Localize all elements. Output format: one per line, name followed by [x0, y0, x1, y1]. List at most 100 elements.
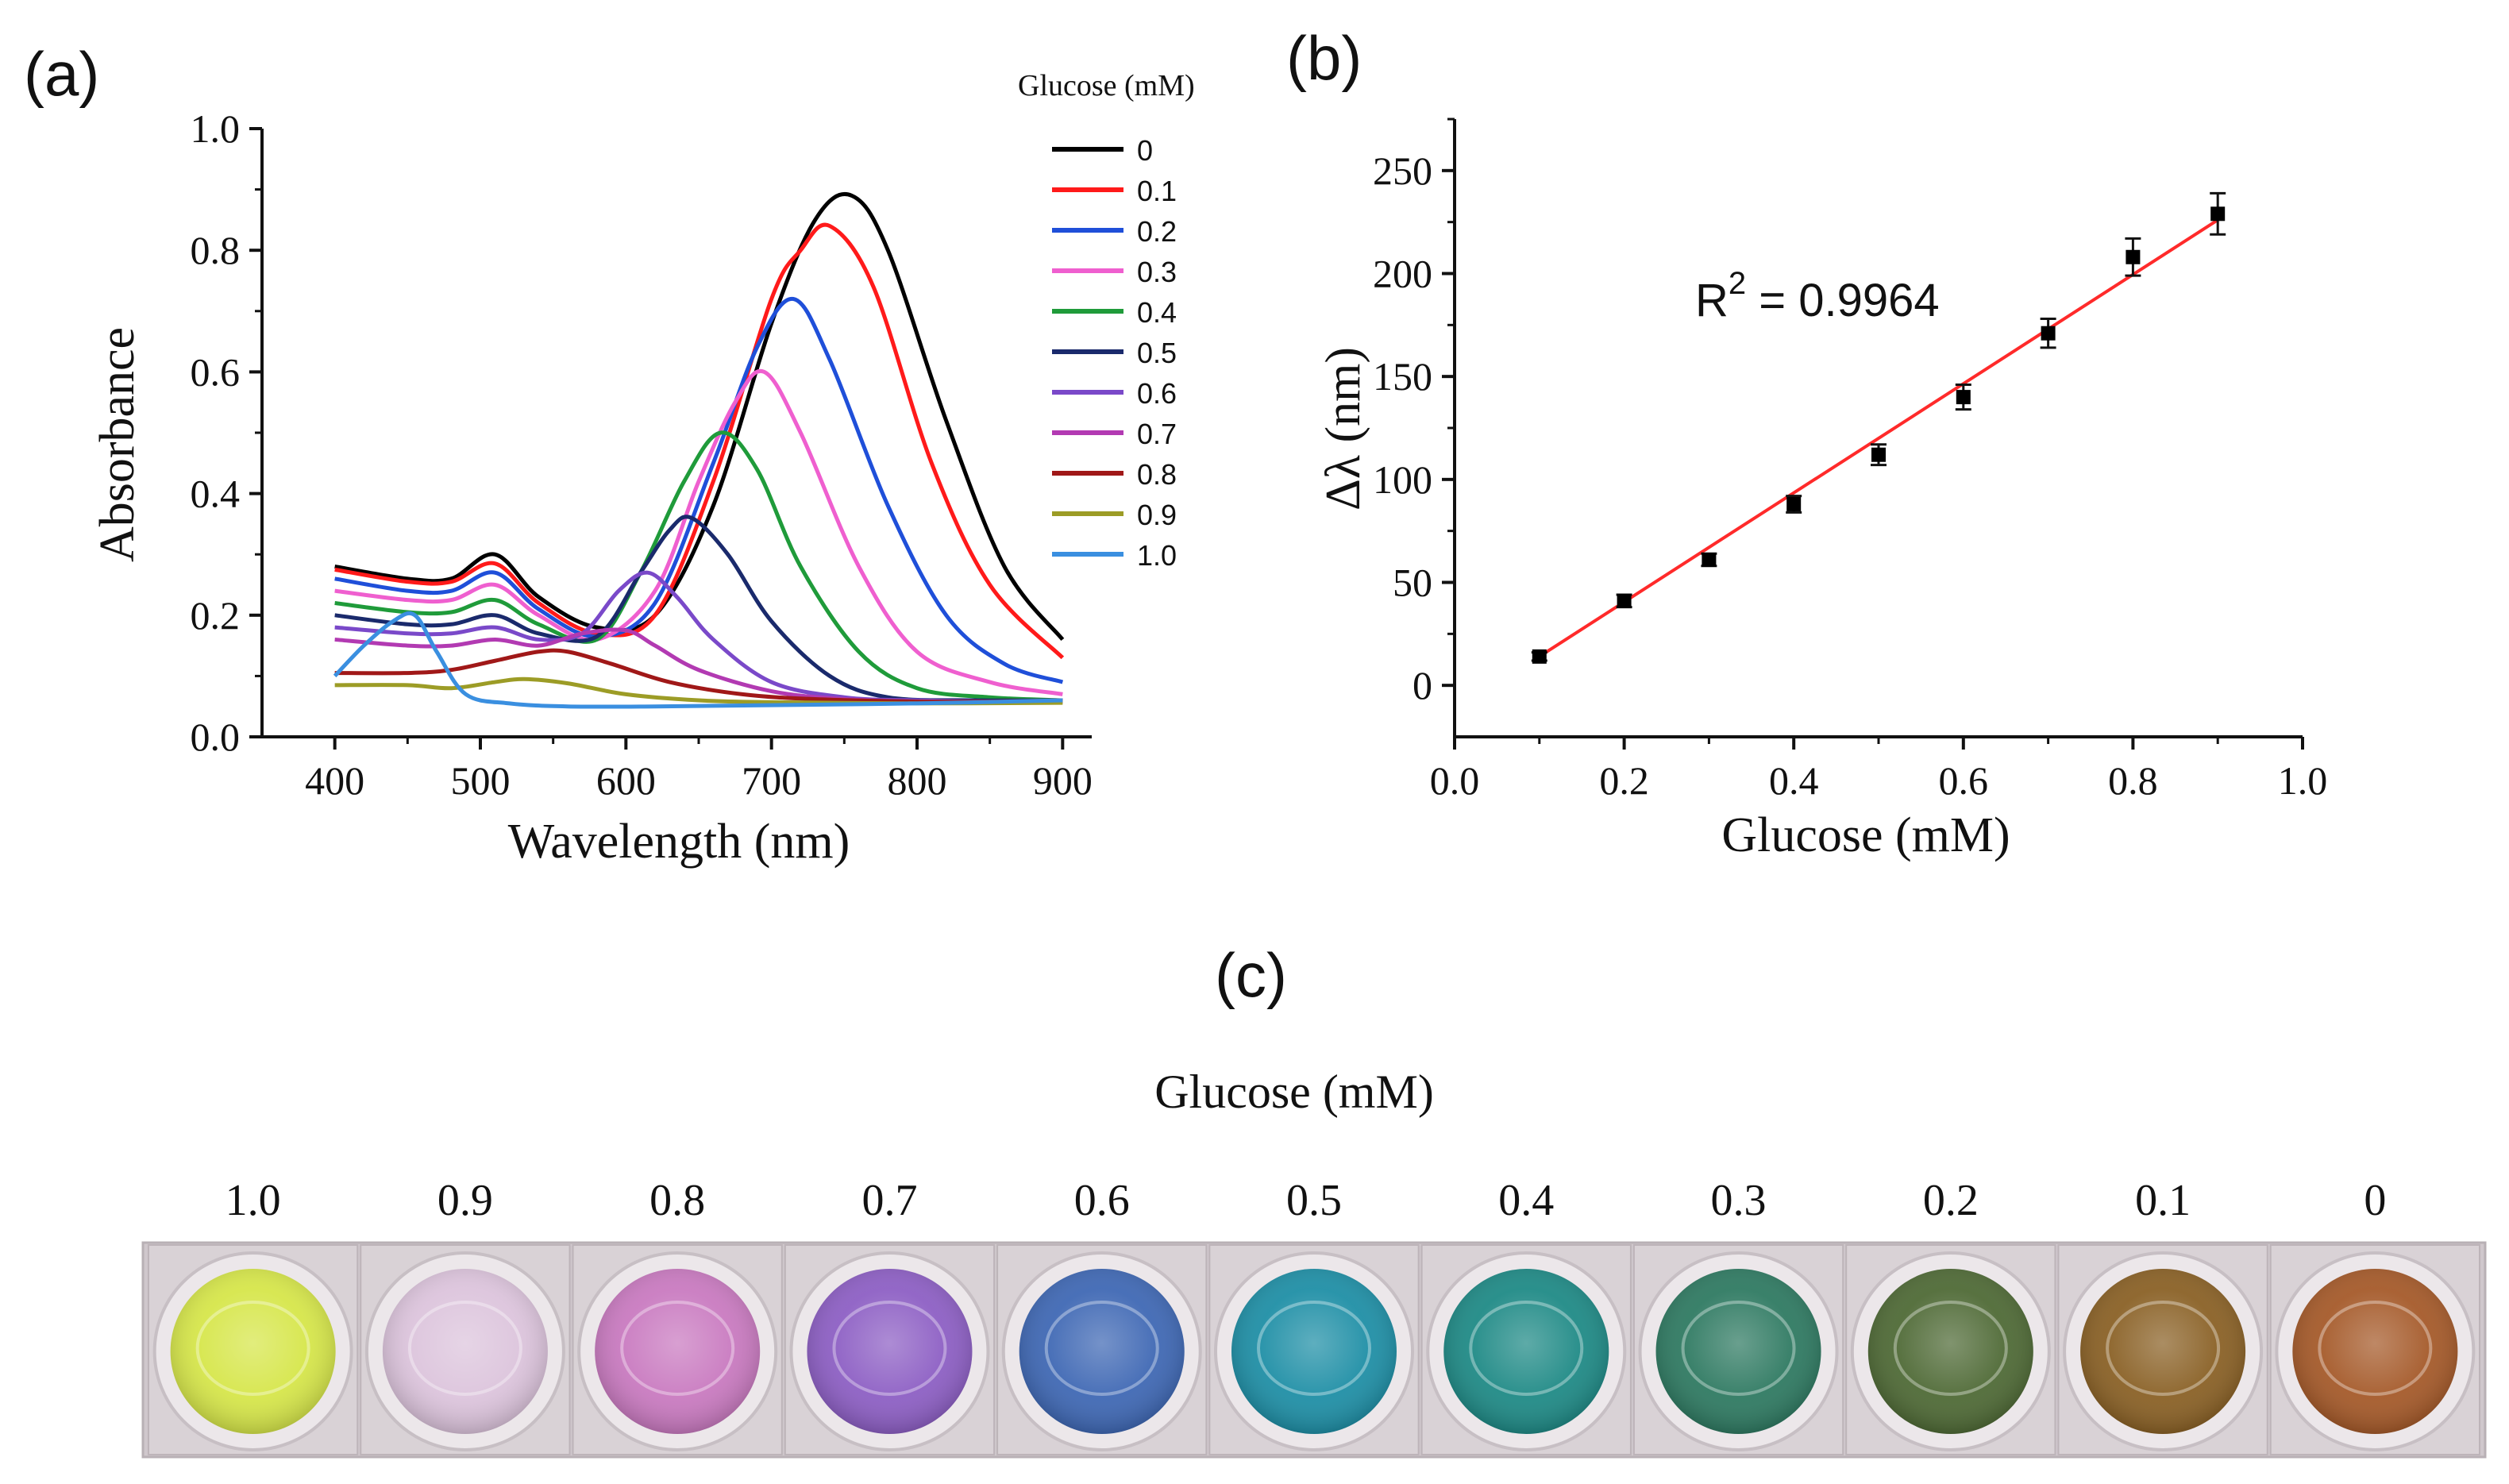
spectra-legend: 0 0.1 0.2 0.3 0.4 0.5 0.6 0.7 0.8 0.9 1.0 — [1052, 134, 1177, 572]
well-label: 0.8 — [649, 1176, 705, 1225]
spectra-y-axis-label: Absorbance — [91, 327, 145, 562]
well-reflection — [1044, 1301, 1159, 1396]
legend-label-1-0: 1.0 — [1137, 539, 1177, 572]
legend-label-0-2: 0.2 — [1137, 215, 1177, 248]
well-shine — [2080, 1269, 2246, 1434]
calibration-x-tick-label: 1.0 — [2278, 758, 2328, 803]
spectrum-series-0-2 — [334, 296, 1064, 684]
spectrum-series-0-5 — [334, 515, 1063, 703]
well-shine — [1867, 1269, 2033, 1434]
well-label: 1.0 — [225, 1176, 281, 1225]
well-label: 0.3 — [1711, 1176, 1767, 1225]
well-label: 0.1 — [2135, 1176, 2191, 1225]
well-shine — [1231, 1269, 1397, 1434]
spectra-series — [333, 191, 1065, 709]
spectra-y-tick-label: 0.8 — [191, 228, 241, 272]
well-shine — [382, 1269, 548, 1434]
legend-label-0-5: 0.5 — [1137, 337, 1177, 369]
spectra-x-tick-label: 700 — [742, 758, 801, 803]
well-reflection — [1893, 1301, 2008, 1396]
well-label: 0.4 — [1498, 1176, 1554, 1225]
well-reflection — [1257, 1301, 1371, 1396]
data-point — [2126, 249, 2141, 264]
well-label: 0 — [2364, 1176, 2386, 1225]
spectra-y-tick-label: 1.0 — [191, 106, 241, 151]
spectra-y-tick-label: 0.6 — [191, 349, 241, 394]
legend-label-0-6: 0.6 — [1137, 377, 1177, 410]
well-label: 0.9 — [437, 1176, 493, 1225]
data-point — [2210, 206, 2226, 222]
calibration-x-tick-label: 0.6 — [1939, 758, 1989, 803]
panel-label-b: (b) — [1286, 23, 1362, 93]
well-shine — [1019, 1269, 1185, 1434]
calibration-x-axis-label: Glucose (mM) — [1721, 808, 2010, 862]
spectrum-series-0 — [334, 191, 1065, 642]
spectra-y-tick-label: 0.2 — [191, 593, 241, 638]
calibration-x-tick-label: 0.8 — [2108, 758, 2158, 803]
calibration-fit — [1538, 218, 2219, 658]
r-squared-value: = 0.9964 — [1746, 275, 1940, 326]
legend-label-0-8: 0.8 — [1137, 458, 1177, 491]
well-reflection — [407, 1301, 522, 1396]
well-photo: Glucose (mM) 1.0 0.9 0.8 0.7 0.6 0.5 0.4 0.3 0.2… — [141, 1066, 2487, 1459]
spectrum-series-0-4 — [334, 430, 1063, 703]
photo-title: Glucose (mM) — [1154, 1066, 1434, 1118]
calibration-x-tick-label: 0.2 — [1599, 758, 1649, 803]
r-squared-base: R — [1695, 275, 1729, 326]
r-squared-sup: 2 — [1729, 266, 1746, 301]
calibration-y-axis-label: Δλ (nm) — [1316, 347, 1370, 511]
spectra-chart: 400 500 600 700 800 900 0.0 0.2 0.4 0.6 0.8 1.0 0 0.… — [91, 69, 1195, 869]
well-shine — [595, 1269, 761, 1434]
well-shine — [170, 1269, 336, 1434]
data-point — [1532, 649, 1547, 664]
wells: 1.0 0.9 0.8 0.7 0.6 0.5 0.4 0.3 0.2 0.1 0 — [148, 1176, 2481, 1455]
spectrum-series-1-0 — [333, 611, 1063, 709]
well-shine — [1655, 1269, 1821, 1434]
legend-label-0-9: 0.9 — [1137, 499, 1177, 531]
spectrum-series-0-3 — [334, 368, 1063, 696]
data-point — [1956, 390, 1971, 405]
well-shine — [1443, 1269, 1609, 1434]
calibration-y-tick-label: 50 — [1393, 561, 1432, 605]
well-reflection — [2318, 1301, 2433, 1396]
calibration-x-tick-label: 0.4 — [1769, 758, 1819, 803]
legend-label-0: 0 — [1137, 134, 1153, 167]
spectra-x-tick-label: 600 — [596, 758, 656, 803]
well-reflection — [2106, 1301, 2221, 1396]
spectra-x-tick-label: 400 — [305, 758, 364, 803]
calibration-y-tick-label: 100 — [1373, 457, 1432, 502]
spectra-x-axis-label: Wavelength (nm) — [508, 815, 850, 869]
well-shine — [807, 1269, 973, 1434]
spectra-x-tick-label: 900 — [1033, 758, 1093, 803]
calibration-y-tick-label: 150 — [1373, 354, 1432, 399]
panel-label-c: (c) — [1215, 940, 1287, 1010]
calibration-points — [1531, 191, 2226, 664]
panel-label-a: (a) — [24, 39, 99, 109]
calibration-chart: 0.0 0.2 0.4 0.6 0.8 1.0 0 50 100 150 200 250 Glucos… — [1316, 118, 2328, 862]
calibration-y-tick-label: 250 — [1373, 148, 1432, 193]
well-label: 0.2 — [1923, 1176, 1979, 1225]
data-point — [1871, 447, 1886, 462]
calibration-axes: 0.0 0.2 0.4 0.6 0.8 1.0 0 50 100 150 200 250 — [1373, 118, 2328, 803]
linear-fit-line — [1538, 218, 2219, 658]
calibration-y-tick-label: 200 — [1373, 252, 1432, 296]
legend-label-0-1: 0.1 — [1137, 175, 1177, 207]
r-squared-annotation: R2 = 0.9964 — [1695, 266, 1940, 326]
well-reflection — [620, 1301, 735, 1396]
well-shine — [2292, 1269, 2458, 1434]
data-point — [1617, 593, 1632, 608]
data-point — [2041, 326, 2056, 341]
spectra-legend-title: Glucose (mM) — [1018, 69, 1195, 102]
well-reflection — [1681, 1301, 1796, 1396]
calibration-y-tick-label: 0 — [1413, 663, 1432, 707]
spectrum-series-0-1 — [334, 222, 1065, 660]
legend-label-0-7: 0.7 — [1137, 418, 1177, 450]
well-reflection — [1469, 1301, 1584, 1396]
spectra-y-tick-label: 0.4 — [191, 472, 241, 516]
well-label: 0.6 — [1074, 1176, 1130, 1225]
data-point — [1786, 496, 1802, 511]
legend-label-0-4: 0.4 — [1137, 296, 1177, 329]
spectra-x-tick-label: 500 — [451, 758, 511, 803]
